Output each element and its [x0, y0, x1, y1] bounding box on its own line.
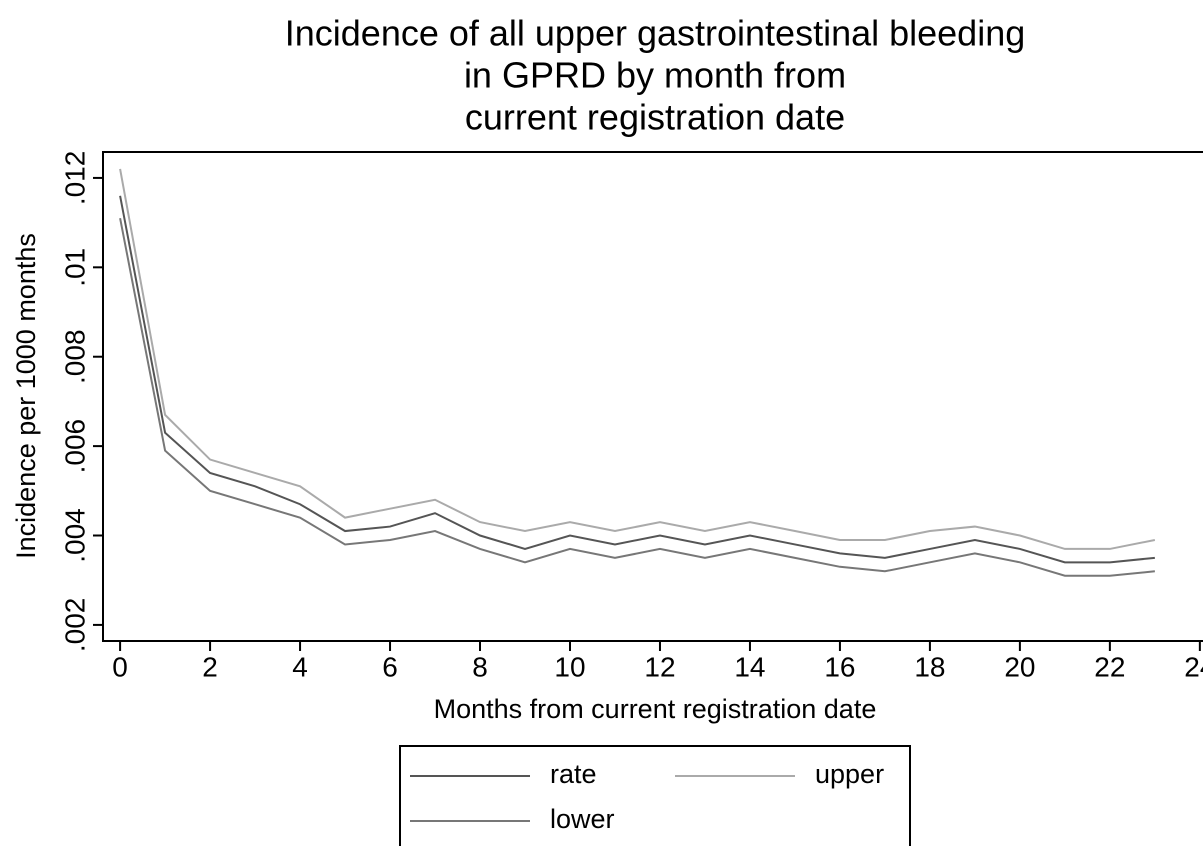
legend-label: rate: [550, 759, 597, 789]
x-tick-label: 0: [112, 651, 128, 682]
y-tick-label: .008: [59, 329, 90, 384]
x-axis-label: Months from current registration date: [434, 694, 877, 724]
x-tick-label: 16: [824, 651, 855, 682]
x-tick-label: 24: [1184, 651, 1203, 682]
y-axis-label: Incidence per 1000 months: [11, 233, 41, 559]
series-line: [119, 168, 1156, 550]
x-tick-label: 22: [1094, 651, 1125, 682]
y-tick-label: .004: [59, 508, 90, 563]
chart-title: in GPRD by month from: [464, 55, 846, 96]
series-line: [119, 217, 1155, 577]
legend-label: upper: [815, 759, 884, 789]
x-tick-label: 18: [914, 651, 945, 682]
y-tick-label: .012: [59, 151, 90, 206]
x-tick-label: 10: [554, 651, 585, 682]
chart-title: Incidence of all upper gastrointestinal …: [285, 13, 1026, 54]
legend-box: [399, 745, 911, 846]
plot-frame: [102, 151, 1203, 642]
y-tick-label: .002: [59, 598, 90, 653]
legend-label: lower: [550, 804, 615, 834]
chart-title: current registration date: [465, 97, 845, 138]
x-tick-label: 2: [202, 651, 218, 682]
x-tick-label: 8: [472, 651, 488, 682]
x-tick-label: 4: [292, 651, 308, 682]
x-tick-label: 6: [382, 651, 398, 682]
series-line: [119, 195, 1155, 564]
x-tick-label: 14: [734, 651, 765, 682]
y-tick-label: .006: [59, 419, 90, 474]
x-tick-label: 20: [1004, 651, 1035, 682]
x-tick-label: 12: [644, 651, 675, 682]
y-tick-label: .01: [59, 248, 90, 287]
